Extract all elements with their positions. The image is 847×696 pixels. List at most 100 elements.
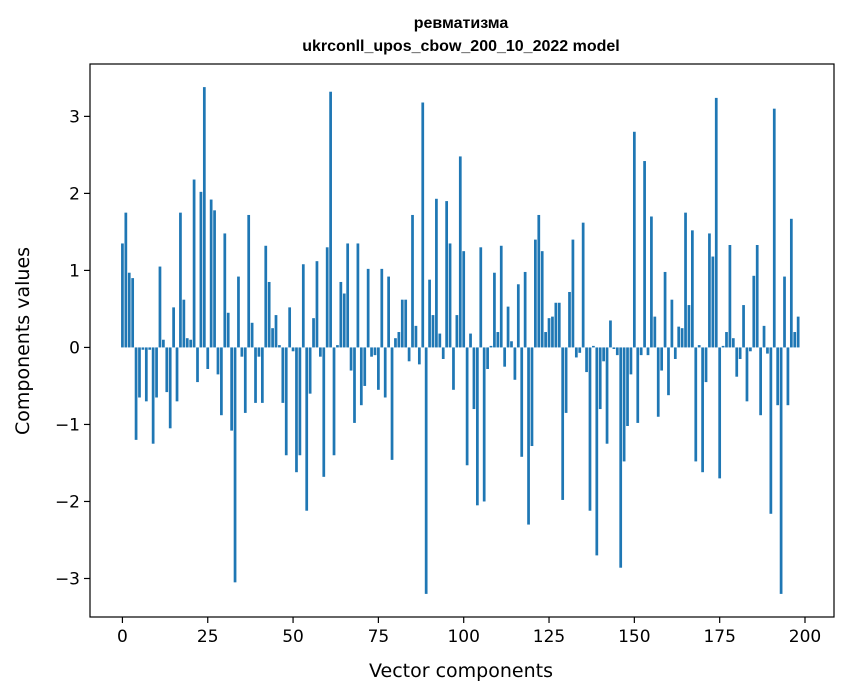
bar xyxy=(202,87,206,348)
bar xyxy=(766,347,769,354)
bar xyxy=(479,247,483,348)
bar xyxy=(520,347,524,457)
x-axis-ticks: 0 25 50 75 100 125 150 175 200 xyxy=(117,617,821,647)
bar xyxy=(776,347,780,406)
bar xyxy=(673,347,677,359)
bar xyxy=(336,345,339,348)
x-tick-label: 50 xyxy=(282,627,304,647)
bar xyxy=(745,347,749,402)
bar xyxy=(281,347,285,403)
bar xyxy=(394,338,397,348)
bar xyxy=(213,210,216,348)
bar xyxy=(332,347,336,456)
bar xyxy=(694,347,698,462)
bar xyxy=(196,347,199,383)
bar xyxy=(660,347,664,371)
bar xyxy=(260,347,264,403)
bar xyxy=(772,108,776,348)
bar xyxy=(329,91,332,348)
bar xyxy=(240,347,244,357)
bar xyxy=(561,347,565,500)
bar xyxy=(435,198,438,348)
x-tick-label: 25 xyxy=(197,627,219,647)
bar xyxy=(585,347,588,373)
bar xyxy=(247,214,251,348)
bar xyxy=(486,347,489,369)
bar xyxy=(383,347,387,398)
bar xyxy=(493,272,496,348)
bar xyxy=(537,214,541,348)
bar xyxy=(155,347,158,398)
bar xyxy=(725,332,728,348)
bar xyxy=(134,347,138,440)
bar xyxy=(349,347,353,371)
bar xyxy=(588,347,592,511)
plot-frame xyxy=(89,63,835,618)
bar xyxy=(452,347,455,390)
bar xyxy=(243,347,247,413)
bar xyxy=(472,347,476,410)
bar xyxy=(793,332,797,348)
bar xyxy=(598,347,602,410)
bar xyxy=(301,264,305,348)
x-tick-label: 125 xyxy=(533,627,565,647)
bar xyxy=(762,325,766,348)
bar xyxy=(387,276,390,348)
bar xyxy=(653,316,657,348)
chart-title-model: ukrconll_upos_cbow_200_10_2022 model xyxy=(302,38,619,55)
bar xyxy=(172,307,175,348)
bar xyxy=(458,156,462,348)
bar xyxy=(554,302,558,348)
y-tick-label: 3 xyxy=(69,107,80,127)
bar xyxy=(516,284,520,348)
bar xyxy=(192,179,196,348)
bar xyxy=(574,347,578,358)
bar xyxy=(264,245,268,348)
bar xyxy=(742,305,745,348)
bar xyxy=(605,347,609,444)
bar xyxy=(701,347,704,473)
x-tick-label: 175 xyxy=(703,627,735,647)
bar xyxy=(284,347,288,456)
bar xyxy=(424,347,428,594)
y-tick-label: 0 xyxy=(69,338,80,358)
bar xyxy=(312,318,315,348)
bar xyxy=(735,347,739,377)
bar xyxy=(220,347,223,416)
bar xyxy=(353,347,356,423)
bar xyxy=(783,276,786,348)
bar xyxy=(684,212,687,348)
bar xyxy=(441,347,445,359)
bar xyxy=(223,233,227,348)
bar xyxy=(622,347,626,462)
bar xyxy=(626,347,629,426)
bar xyxy=(738,347,742,359)
bar-series xyxy=(121,87,800,594)
bar xyxy=(796,316,800,348)
bar xyxy=(189,339,193,348)
bar xyxy=(438,333,442,348)
bar xyxy=(708,233,711,348)
bar xyxy=(254,347,257,403)
bar xyxy=(663,271,667,348)
bar xyxy=(619,347,623,568)
bar xyxy=(510,341,513,348)
bar xyxy=(397,332,401,348)
bar xyxy=(138,347,141,398)
bar xyxy=(465,347,469,466)
bar xyxy=(475,347,479,506)
bar xyxy=(697,345,701,348)
bar xyxy=(216,347,220,375)
bar xyxy=(639,347,643,356)
bar xyxy=(199,191,203,348)
bar xyxy=(691,230,694,348)
y-tick-label: −1 xyxy=(55,415,80,435)
bar xyxy=(421,102,425,348)
y-tick-label: 2 xyxy=(69,184,80,204)
bar xyxy=(646,347,650,356)
bar xyxy=(356,243,360,348)
bar xyxy=(278,345,281,348)
bar xyxy=(339,281,343,348)
bar xyxy=(377,347,380,390)
bar xyxy=(755,244,759,348)
